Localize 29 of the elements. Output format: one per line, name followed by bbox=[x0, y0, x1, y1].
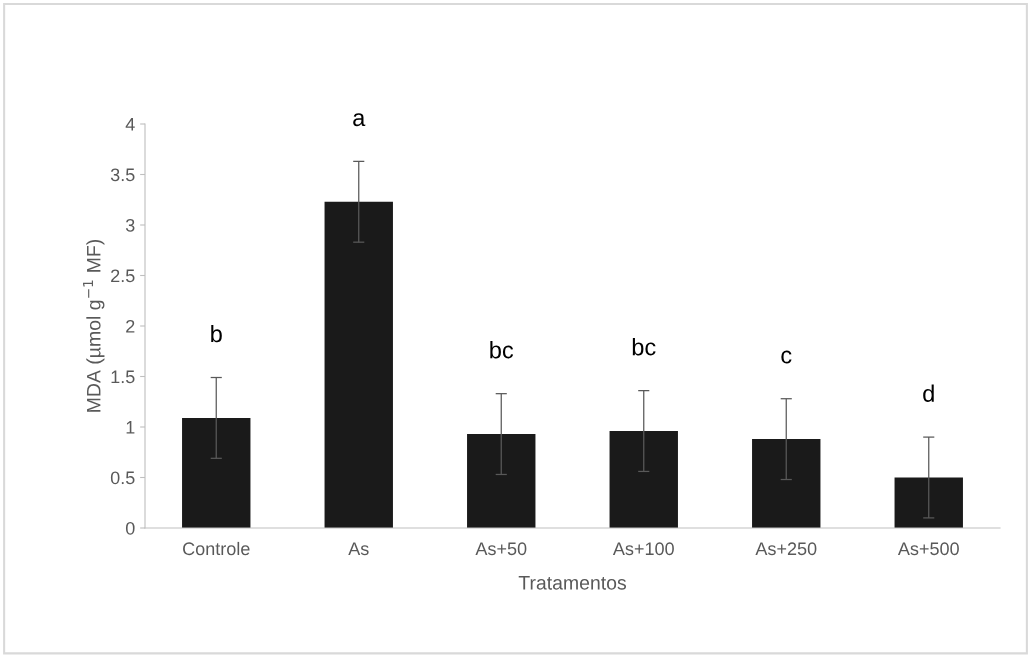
x-tick-label: As+50 bbox=[475, 542, 527, 556]
x-tick-label: Controle bbox=[183, 541, 250, 556]
annotation: d bbox=[923, 384, 934, 402]
x-tick-label: As+250 bbox=[755, 542, 817, 556]
y-tick-label: 0.5 bbox=[110, 471, 135, 485]
annotation: a bbox=[353, 113, 366, 127]
annotation: bc bbox=[490, 341, 514, 359]
y-tick-label: 4 bbox=[125, 118, 135, 131]
bar bbox=[182, 417, 251, 528]
y-tick-label: 2.5 bbox=[111, 269, 135, 283]
x-tick-label: As bbox=[348, 542, 369, 556]
annotation: c bbox=[781, 350, 792, 364]
annotation: bc bbox=[632, 338, 656, 356]
y-tick-label: 3.5 bbox=[110, 168, 135, 182]
annotation: b bbox=[211, 324, 222, 343]
bar bbox=[467, 434, 536, 528]
bar bbox=[324, 201, 393, 528]
bar bbox=[894, 477, 963, 528]
y-tick-label: 1 bbox=[126, 421, 135, 434]
y-tick-label: 3 bbox=[125, 218, 135, 232]
x-axis-title: Tratamentos bbox=[518, 576, 627, 590]
bar bbox=[609, 431, 678, 528]
y-tick-label: 1.5 bbox=[111, 370, 135, 384]
y-tick-label: 2 bbox=[126, 319, 135, 333]
y-axis-title: MDA (µmol g$^{−1}$ MF) bbox=[83, 239, 105, 412]
y-tick-label: 0 bbox=[125, 521, 135, 535]
x-tick-label: As+500 bbox=[897, 542, 959, 556]
x-tick-label: As+100 bbox=[612, 542, 674, 556]
bar bbox=[752, 439, 821, 528]
